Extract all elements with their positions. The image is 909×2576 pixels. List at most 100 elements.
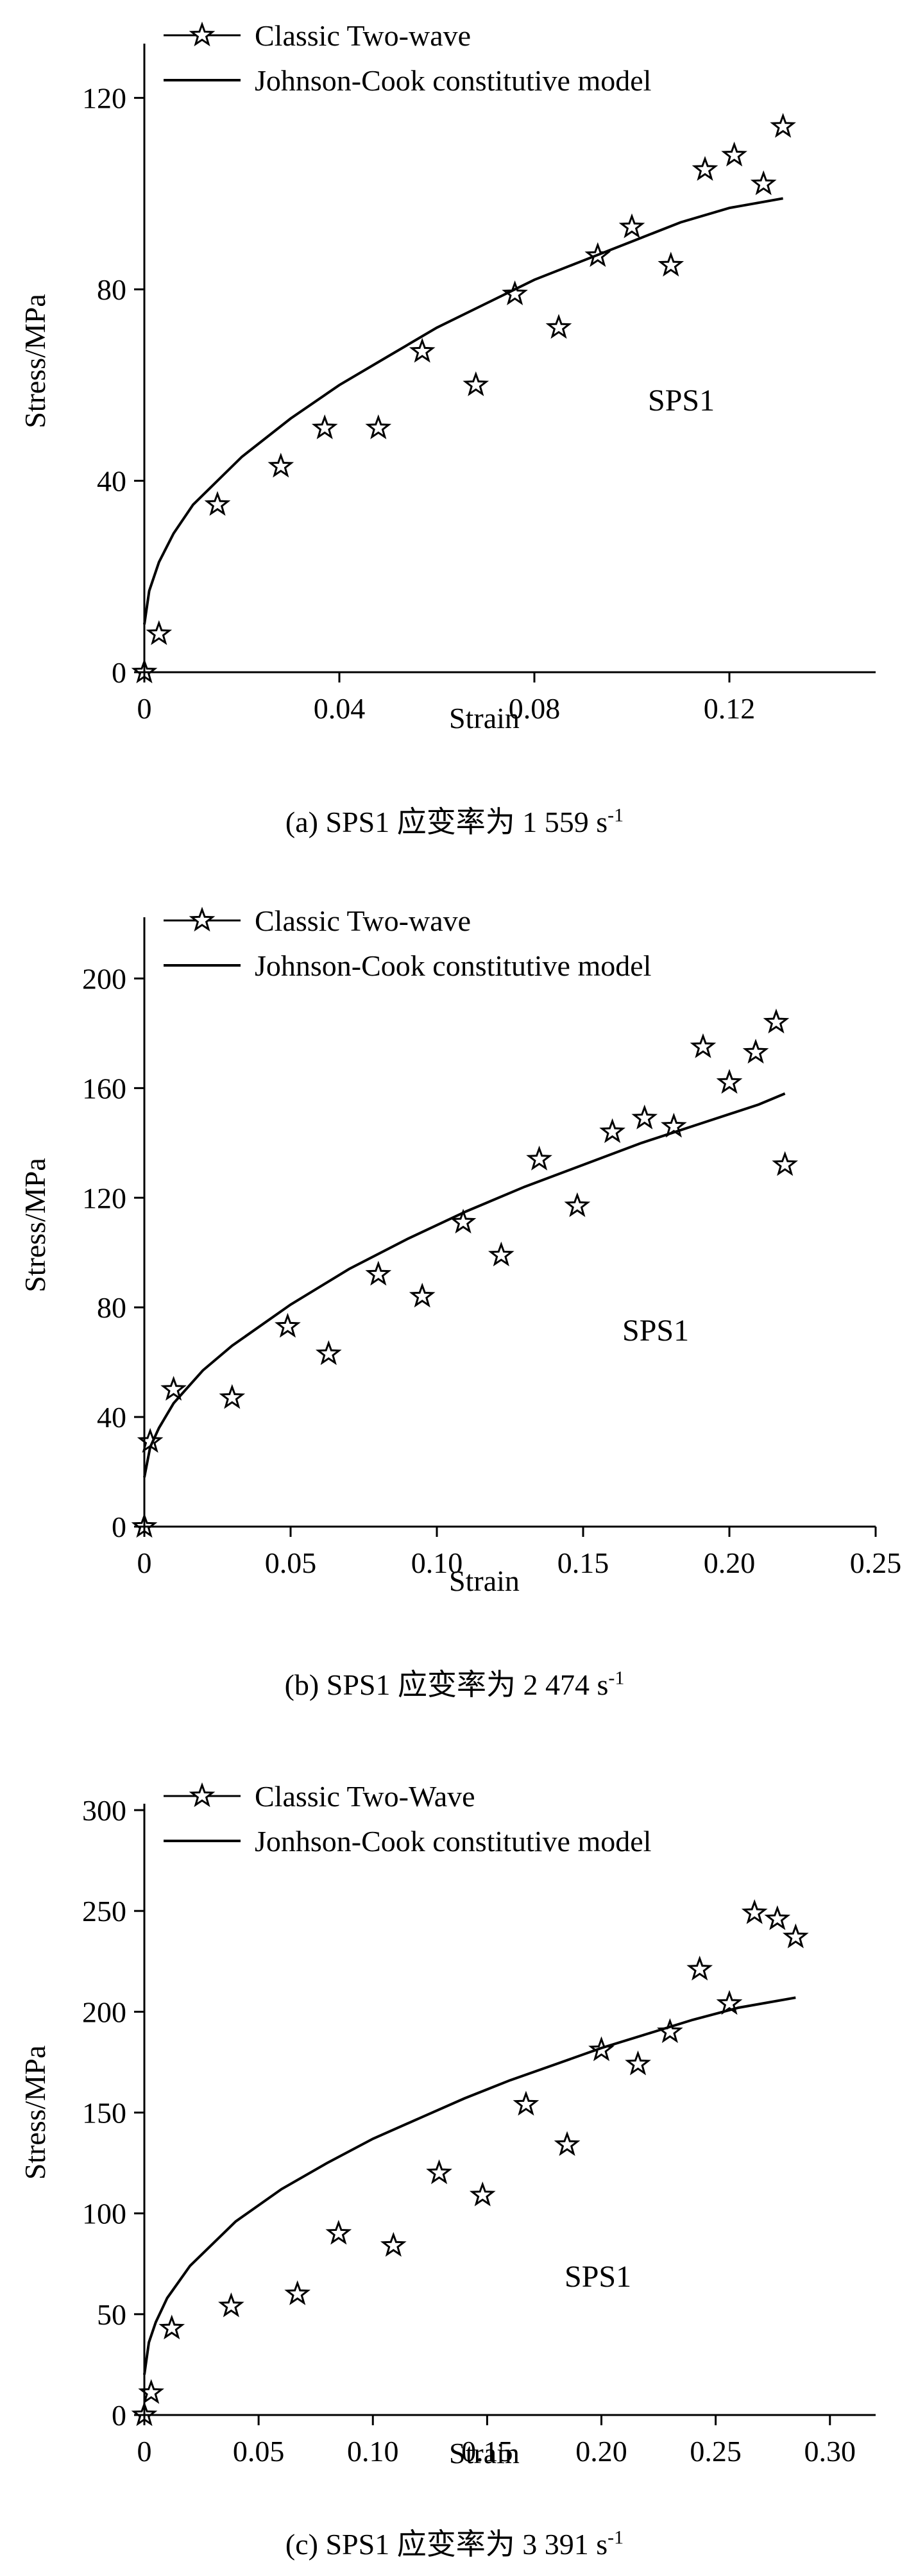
c2-data-point — [554, 2131, 581, 2157]
c1-y-tick-label: 160 — [82, 1072, 126, 1105]
c0-data-point — [618, 213, 645, 239]
c2-data-point — [625, 2050, 651, 2076]
c2-x-tick-label: 0 — [137, 2435, 152, 2468]
c0-y-tick-label: 80 — [97, 273, 126, 306]
c1-data-point — [631, 1104, 658, 1130]
c2-data-point — [380, 2232, 407, 2257]
c2-annotation-label: SPS1 — [565, 2260, 631, 2294]
c0-data-point — [658, 251, 684, 277]
c1-data-point — [409, 1282, 436, 1308]
c0-data-point — [311, 414, 338, 439]
c2-x-tick-label: 0.10 — [347, 2435, 399, 2468]
c2-data-point — [426, 2159, 452, 2185]
c1-y-axis-label: Stress/MPa — [19, 1158, 51, 1292]
c0-x-tick-label: 0 — [137, 692, 152, 725]
c0-data-point — [131, 658, 158, 684]
c2-data-point — [741, 1899, 768, 1924]
c0-legend-line-label: Johnson-Cook constitutive model — [255, 64, 651, 97]
chart-panel-b: 0 40 80 120 160 200 0 0.05 0.10 0.15 0.20 0.25 Strai… — [19, 904, 902, 1597]
c0-data-point — [204, 491, 231, 516]
c0-data-point — [750, 170, 777, 196]
c0-x-tick-label: 0.12 — [704, 692, 756, 725]
c0-legend-star-icon — [189, 21, 216, 47]
c0-data-point — [692, 156, 718, 181]
c2-y-axis-label: Stress/MPa — [19, 2046, 51, 2180]
c1-data-point — [275, 1312, 301, 1338]
c1-data-point — [661, 1112, 687, 1138]
c2-data-point — [138, 2379, 165, 2404]
c0-x-axis-label: Strain — [449, 702, 520, 734]
c2-data-point — [782, 1923, 809, 1949]
c0-data-point — [268, 452, 294, 478]
c1-data-point — [763, 1008, 790, 1034]
c1-data-point — [742, 1038, 769, 1064]
c0-data-point — [721, 141, 747, 167]
c0-model-curve — [143, 197, 783, 625]
c2-y-tick-label: 50 — [97, 2298, 126, 2331]
caption-a-text: (a) SPS1 应变率为 1 559 s — [285, 806, 608, 838]
c2-x-tick-label: 0.15 — [461, 2435, 513, 2468]
c1-x-tick-label: 0 — [137, 1546, 152, 1579]
c1-data-point — [450, 1208, 477, 1234]
c0-x-tick-label: 0.04 — [314, 692, 366, 725]
caption-b-text: (b) SPS1 应变率为 2 474 s — [284, 1668, 609, 1701]
c1-data-point — [488, 1241, 514, 1267]
c0-x-tick-label: 0.08 — [509, 692, 561, 725]
c1-x-axis-label: Strain — [449, 1564, 520, 1597]
c2-y-tick-label: 300 — [82, 1794, 126, 1827]
c0-data-point — [545, 314, 572, 339]
c1-data-point — [131, 1513, 158, 1538]
c2-data-point — [325, 2219, 352, 2245]
c2-y-tick-label: 100 — [82, 2198, 126, 2230]
caption-b-sup: -1 — [608, 1667, 625, 1689]
c2-model-curve — [143, 1996, 796, 2375]
c2-data-point — [686, 1955, 713, 1981]
c1-x-tick-label: 0.15 — [557, 1546, 609, 1579]
c1-model-curve — [143, 1092, 786, 1478]
caption-c-sup: -1 — [607, 2527, 624, 2548]
c1-x-tick-label: 0.20 — [704, 1546, 756, 1579]
c2-legend-line-label: Jonhson-Cook constitutive model — [255, 1825, 651, 1858]
c2-data-point — [131, 2401, 158, 2427]
c2-legend-scatter-label: Classic Two-Wave — [255, 1780, 475, 1813]
c1-y-tick-label: 200 — [82, 962, 126, 995]
c0-y-tick-label: 120 — [82, 82, 126, 115]
c2-data-point — [764, 1905, 791, 1931]
c1-data-point — [599, 1118, 625, 1144]
c2-x-tick-label: 0.30 — [804, 2435, 856, 2468]
c1-x-tick-label: 0.05 — [265, 1546, 317, 1579]
c1-data-point — [716, 1069, 743, 1094]
c2-data-point — [218, 2292, 244, 2318]
c0-y-tick-label: 0 — [112, 656, 126, 689]
caption-a-sup: -1 — [607, 804, 624, 826]
c0-data-point — [365, 414, 392, 439]
caption-c: (c) SPS1 应变率为 3 391 s-1 — [0, 2521, 909, 2563]
chart-panel-c: 0 50 100 150 200 250 300 0 0.05 0.10 0.15 0.20 0.25 0… — [19, 1780, 876, 2470]
c0-annotation-label: SPS1 — [648, 384, 715, 418]
c0-y-tick-label: 40 — [97, 465, 126, 498]
c2-x-tick-label: 0.05 — [233, 2435, 285, 2468]
c0-data-point — [146, 620, 173, 645]
c1-y-tick-label: 120 — [82, 1182, 126, 1214]
caption-c-text: (c) SPS1 应变率为 3 391 s — [285, 2528, 608, 2561]
c0-data-point — [770, 112, 796, 138]
c2-y-tick-label: 200 — [82, 1996, 126, 2028]
c2-data-point — [469, 2181, 496, 2207]
c1-data-point — [160, 1375, 187, 1401]
c1-annotation-label: SPS1 — [622, 1314, 689, 1348]
c0-y-axis-label: Stress/MPa — [19, 294, 51, 428]
c2-legend-star-icon — [189, 1782, 216, 1808]
c0-legend-scatter-label: Classic Two-wave — [255, 19, 471, 52]
c2-y-tick-label: 150 — [82, 2097, 126, 2130]
c1-y-tick-label: 80 — [97, 1291, 126, 1324]
c1-data-point — [526, 1146, 552, 1171]
c2-data-point — [513, 2090, 539, 2116]
c1-y-tick-label: 40 — [97, 1401, 126, 1434]
c1-x-tick-label: 0.10 — [411, 1546, 463, 1579]
caption-b: (b) SPS1 应变率为 2 474 s-1 — [0, 1661, 909, 1704]
c1-legend-star-icon — [189, 906, 216, 932]
c1-x-tick-label: 0.25 — [850, 1546, 902, 1579]
c0-data-point — [502, 280, 528, 305]
c2-x-axis-label: Strain — [449, 2437, 520, 2470]
